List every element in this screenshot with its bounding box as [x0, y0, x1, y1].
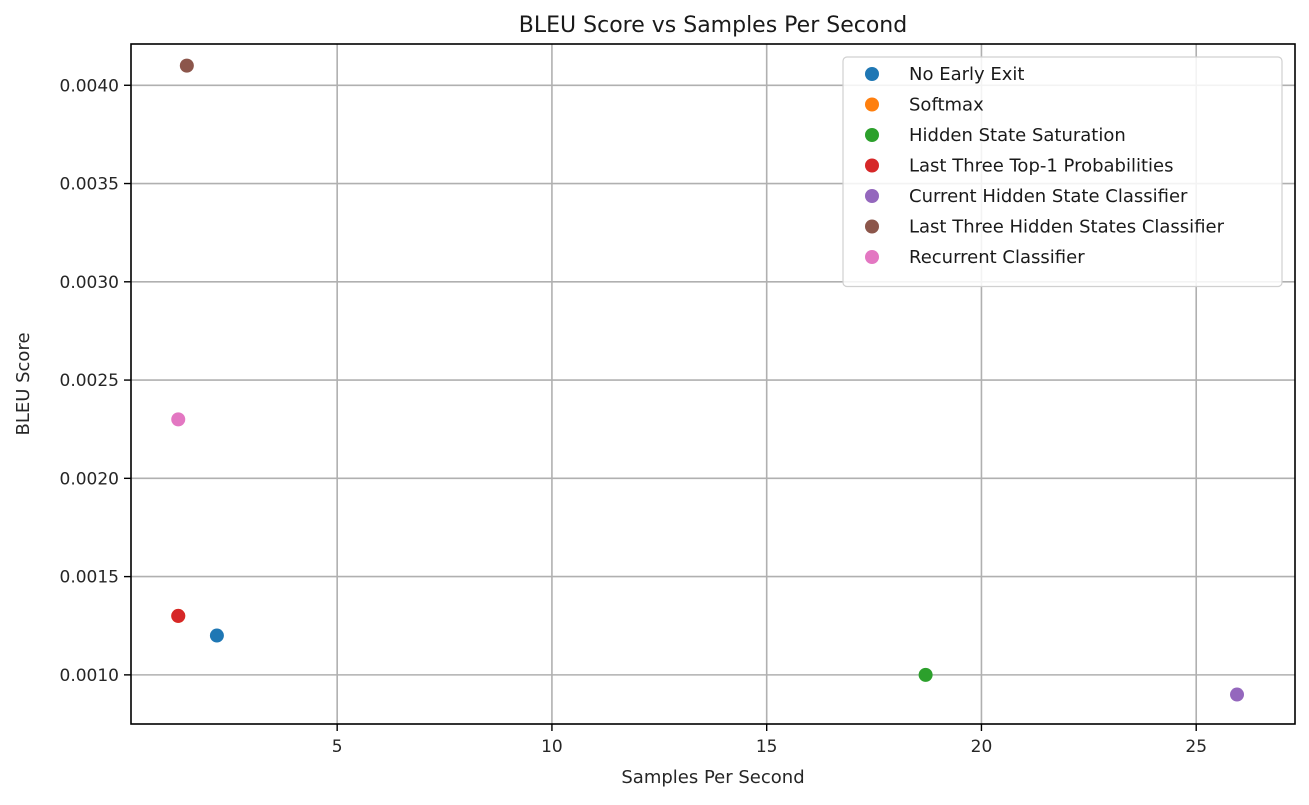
legend-label: Last Three Top-1 Probabilities [909, 156, 1174, 177]
y-tick-label: 0.0040 [60, 76, 119, 96]
legend-label: No Early Exit [909, 64, 1024, 85]
y-tick-label: 0.0010 [60, 666, 119, 686]
y-tick-label: 0.0015 [60, 568, 119, 588]
plot-frame [130, 43, 1296, 725]
y-axis-title: BLEU Score [13, 332, 34, 435]
x-tick-label: 5 [332, 737, 343, 757]
y-axis-ticks: 0.0010 0.0015 0.0020 0.0025 0.0030 0.0035 0.00… [60, 76, 131, 686]
data-point-1 [209, 628, 224, 643]
data-point-7 [171, 412, 186, 427]
data-point-3 [918, 667, 933, 682]
data-point-6 [179, 58, 194, 73]
x-axis-ticks: 5 10 15 20 25 [332, 724, 1207, 757]
legend-label: Last Three Hidden States Classifier [909, 217, 1225, 238]
y-tick-label: 0.0025 [60, 371, 119, 391]
legend-label: Recurrent Classifier [909, 247, 1085, 268]
legend-marker [865, 250, 879, 264]
chart-title: BLEU Score vs Samples Per Second [519, 13, 907, 38]
legend: No Early Exit Softmax Hidden State Saturat… [842, 56, 1283, 288]
x-tick-label: 25 [1185, 737, 1207, 757]
y-tick-label: 0.0020 [60, 469, 119, 489]
data-points [171, 58, 1245, 702]
legend-marker [865, 189, 879, 203]
legend-label: Softmax [909, 95, 984, 116]
legend-marker [865, 128, 879, 142]
x-axis-title: Samples Per Second [621, 767, 804, 788]
legend-box [842, 56, 1283, 288]
x-tick-label: 15 [756, 737, 778, 757]
legend-marker [865, 158, 879, 173]
y-tick-label: 0.0030 [60, 273, 119, 293]
data-point-4 [171, 608, 186, 623]
x-tick-label: 20 [971, 737, 993, 757]
legend-marker [865, 67, 879, 81]
legend-label: Hidden State Saturation [909, 125, 1126, 146]
legend-label: Current Hidden State Classifier [909, 186, 1188, 207]
x-tick-label: 10 [541, 737, 563, 757]
legend-marker [865, 219, 879, 234]
legend-marker [865, 97, 879, 112]
y-tick-label: 0.0035 [60, 175, 119, 195]
data-point-5 [1230, 687, 1245, 702]
